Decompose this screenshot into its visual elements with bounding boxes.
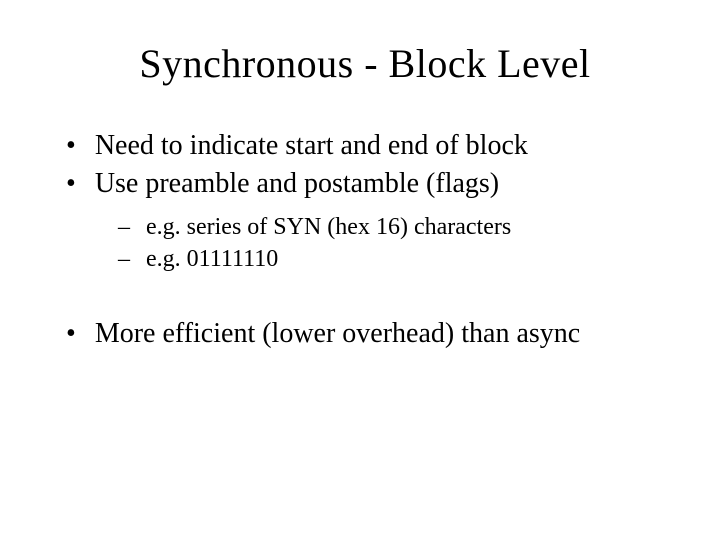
bullet-item-1: Need to indicate start and end of block: [60, 127, 670, 165]
sub-bullet-text: e.g. 01111110: [146, 246, 278, 272]
sub-bullet-text: e.g. series of SYN (hex 16) characters: [146, 214, 511, 240]
bullet-list-2: More efficient (lower overhead) than asy…: [60, 315, 670, 353]
bullet-text: Need to indicate start and end of block: [95, 130, 528, 161]
bullet-list: Need to indicate start and end of block …: [60, 127, 670, 275]
slide-title: Synchronous - Block Level: [60, 40, 670, 87]
spacer: [60, 275, 670, 315]
sub-bullet-item-2: e.g. 01111110: [118, 243, 670, 275]
slide-container: Synchronous - Block Level Need to indica…: [0, 0, 720, 540]
bullet-item-3: More efficient (lower overhead) than asy…: [60, 315, 670, 353]
bullet-item-2: Use preamble and postamble (flags) e.g. …: [60, 165, 670, 276]
bullet-text: Use preamble and postamble (flags): [95, 168, 499, 199]
sub-bullet-list: e.g. series of SYN (hex 16) characters e…: [88, 211, 670, 276]
sub-bullet-item-1: e.g. series of SYN (hex 16) characters: [118, 211, 670, 243]
bullet-text: More efficient (lower overhead) than asy…: [95, 318, 580, 349]
